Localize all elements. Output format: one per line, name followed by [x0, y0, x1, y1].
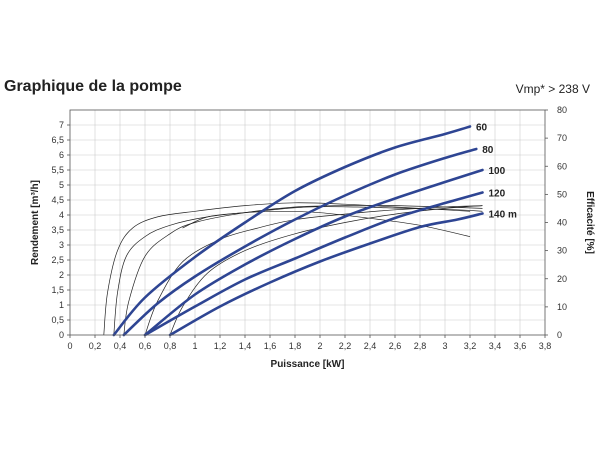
series-label: 60	[476, 123, 488, 134]
y-tick-label: 0	[59, 330, 64, 340]
x-tick-label: 2,4	[364, 341, 377, 351]
y-tick-label: 6,5	[51, 135, 64, 145]
y-tick-label: 3	[59, 240, 64, 250]
y2-tick-label: 40	[557, 218, 567, 228]
chart-title: Graphique de la pompe	[4, 78, 182, 95]
x-tick-label: 3,4	[489, 341, 502, 351]
y-axis-label: Rendement [m³/h]	[30, 180, 41, 265]
flow-curve	[143, 191, 484, 337]
y2-tick-label: 30	[557, 246, 567, 256]
x-tick-label: 1,4	[239, 341, 252, 351]
efficiency-curve	[103, 202, 471, 336]
x-tick-label: 0,2	[89, 341, 102, 351]
y-tick-label: 5	[59, 180, 64, 190]
series-label: 100	[489, 166, 506, 177]
x-tick-label: 1,6	[264, 341, 277, 351]
x-tick-label: 1,8	[289, 341, 302, 351]
x-tick-label: 0,4	[114, 341, 127, 351]
y-tick-label: 4	[59, 210, 64, 220]
y-tick-label: 0,5	[51, 315, 64, 325]
x-tick-label: 0,8	[164, 341, 177, 351]
x-tick-label: 2	[317, 341, 322, 351]
axes: 0 0,2 0,4 0,6 0,8 1 1,2 1,4 1,6 1,8 2 2,2 2,4 2,6 2,8 3…	[51, 105, 567, 351]
x-tick-label: 2,8	[414, 341, 427, 351]
efficiency-curve	[182, 210, 471, 237]
series-label: 140 m	[489, 210, 517, 221]
x-tick-label: 1,2	[214, 341, 227, 351]
y-tick-label: 4,5	[51, 195, 64, 205]
series-label: 80	[482, 145, 494, 156]
y-tick-label: 1,5	[51, 285, 64, 295]
flow-curve	[122, 147, 478, 337]
y-tick-label: 1	[59, 300, 64, 310]
efficiency-curve	[169, 205, 483, 336]
flow-curve	[112, 125, 472, 337]
efficiency-curve	[144, 205, 483, 336]
x-tick-label: 2,6	[389, 341, 402, 351]
x-tick-label: 3	[442, 341, 447, 351]
x-tick-label: 3,6	[514, 341, 527, 351]
y-tick-label: 7	[59, 120, 64, 130]
x-tick-label: 1	[192, 341, 197, 351]
series-label: 120	[489, 189, 506, 200]
x-tick-label: 3,2	[464, 341, 477, 351]
y-tick-label: 6	[59, 150, 64, 160]
y-tick-label: 2,5	[51, 255, 64, 265]
flow-curves	[112, 125, 484, 337]
y2-tick-label: 80	[557, 105, 567, 115]
y2-tick-label: 60	[557, 161, 567, 171]
chart-subtitle: Vmp* > 238 V	[515, 82, 590, 96]
y-tick-label: 3,5	[51, 225, 64, 235]
y2-tick-label: 70	[557, 133, 567, 143]
y2-tick-label: 10	[557, 302, 567, 312]
flow-curve	[143, 168, 484, 337]
x-tick-label: 3,8	[539, 341, 552, 351]
x-tick-label: 0	[67, 341, 72, 351]
x-tick-label: 0,6	[139, 341, 152, 351]
y2-tick-label: 0	[557, 330, 562, 340]
x-axis-label: Puissance [kW]	[271, 359, 345, 370]
x-tick-label: 2,2	[339, 341, 352, 351]
y-tick-label: 2	[59, 270, 64, 280]
efficiency-curves	[103, 202, 483, 336]
y-tick-label: 5,5	[51, 165, 64, 175]
series-labels: 60 80 100 120 140 m	[476, 123, 517, 221]
y2-axis-label: Efficacité [%]	[584, 191, 595, 254]
y2-tick-label: 50	[557, 189, 567, 199]
flow-curve	[168, 212, 484, 337]
y2-tick-label: 20	[557, 274, 567, 284]
